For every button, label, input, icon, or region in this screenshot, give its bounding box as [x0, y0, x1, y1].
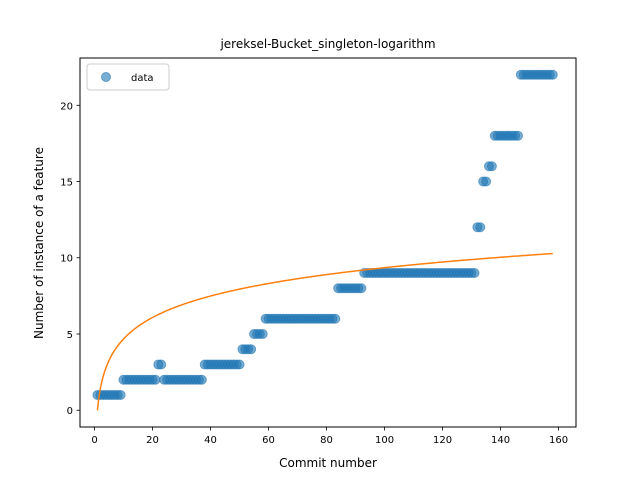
data-point: [196, 374, 207, 385]
x-tick-label: 140: [491, 435, 510, 446]
data-point: [475, 222, 486, 233]
y-tick-label: 5: [67, 330, 73, 341]
x-axis: 0 20 40 60 80 100 120 140 160: [91, 427, 568, 446]
chart-title: jereksel-Bucket_singleton-logarithm: [219, 37, 435, 51]
y-tick-label: 10: [60, 254, 73, 265]
x-tick-label: 40: [204, 435, 217, 446]
y-axis-label: Number of instance of a feature: [32, 147, 46, 339]
axes-frame: [79, 57, 577, 428]
data-point: [156, 359, 167, 370]
data-point: [547, 69, 558, 80]
x-tick-label: 120: [433, 435, 452, 446]
x-tick-label: 60: [262, 435, 275, 446]
legend-label-data: data: [131, 73, 154, 84]
plot-area: [92, 69, 558, 411]
data-point: [469, 268, 480, 278]
data-point: [234, 359, 245, 370]
x-tick-label: 20: [146, 435, 159, 446]
fit-line: [96, 252, 553, 411]
x-axis-label: Commit number: [279, 456, 377, 470]
y-tick-label: 20: [60, 101, 73, 112]
data-point: [330, 313, 341, 324]
data-point: [481, 176, 492, 187]
data-point: [257, 328, 268, 339]
x-tick-label: 160: [549, 435, 568, 446]
x-tick-label: 0: [91, 435, 97, 446]
legend: data: [86, 63, 170, 91]
x-tick-label: 100: [375, 435, 394, 446]
data-point: [512, 130, 523, 141]
data-point: [115, 389, 126, 400]
data-point: [486, 161, 497, 172]
y-axis: 0 5 10 15 20: [60, 101, 80, 417]
data-point: [246, 344, 257, 355]
legend-marker-data: [101, 72, 111, 82]
y-tick-label: 0: [67, 406, 73, 417]
x-tick-label: 80: [320, 435, 333, 446]
data-point: [356, 283, 367, 294]
y-tick-label: 15: [60, 178, 73, 189]
legend-box: [86, 63, 170, 91]
data-point: [150, 374, 161, 385]
